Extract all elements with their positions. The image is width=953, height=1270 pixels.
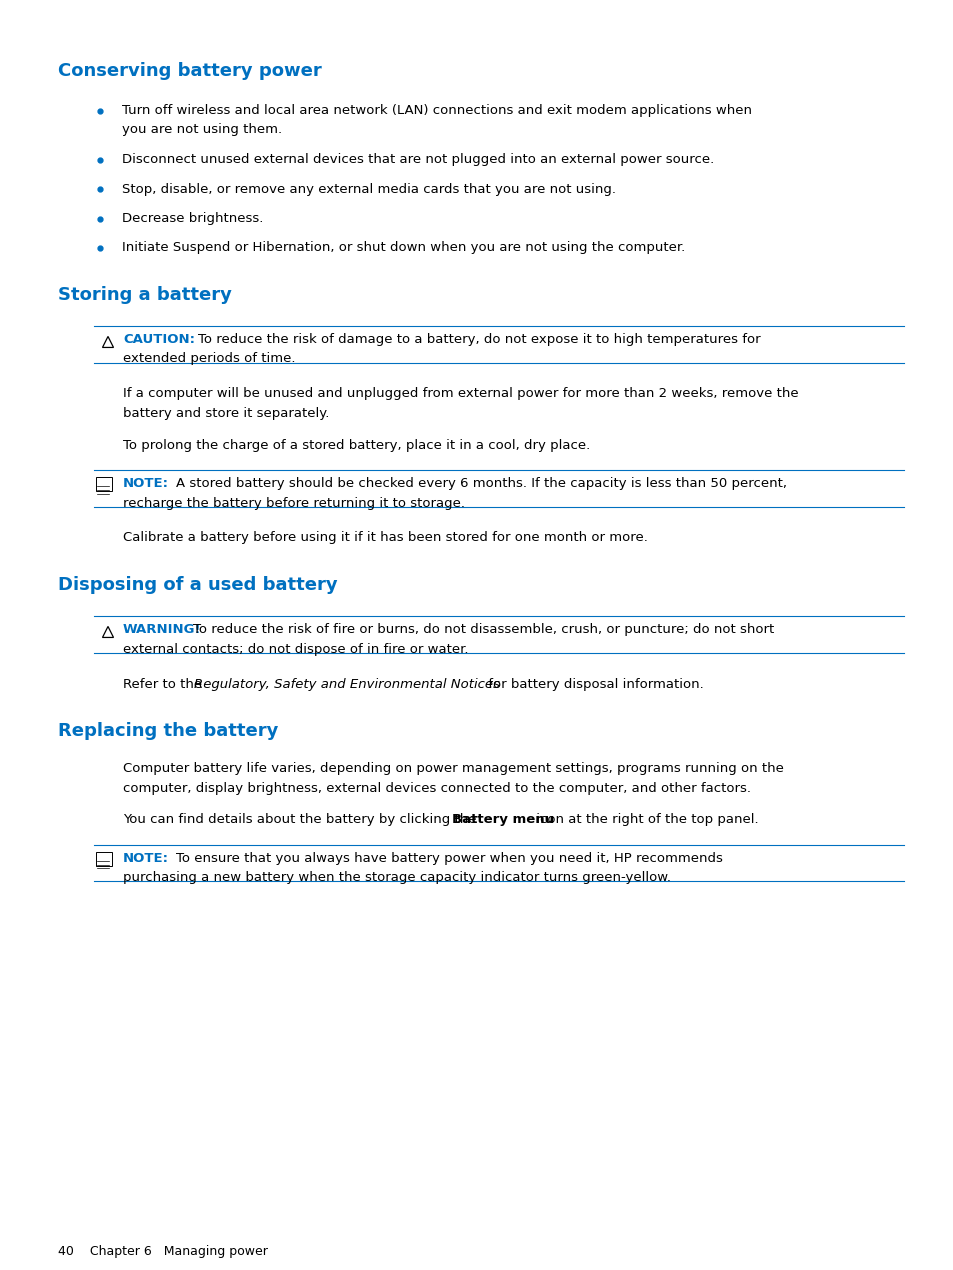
Text: To ensure that you always have battery power when you need it, HP recommends: To ensure that you always have battery p…	[175, 851, 722, 865]
Text: recharge the battery before returning it to storage.: recharge the battery before returning it…	[123, 497, 464, 509]
Text: To prolong the charge of a stored battery, place it in a cool, dry place.: To prolong the charge of a stored batter…	[123, 438, 590, 452]
Bar	[95, 478, 112, 491]
Text: extended periods of time.: extended periods of time.	[123, 353, 295, 366]
Text: NOTE:: NOTE:	[123, 851, 169, 865]
Text: Decrease brightness.: Decrease brightness.	[122, 212, 263, 225]
Text: Battery menu: Battery menu	[451, 813, 553, 826]
Text: you are not using them.: you are not using them.	[122, 123, 282, 136]
Text: NOTE:: NOTE:	[123, 478, 169, 490]
Bar	[95, 851, 112, 865]
Text: Disposing of a used battery: Disposing of a used battery	[58, 577, 337, 594]
Text: Calibrate a battery before using it if it has been stored for one month or more.: Calibrate a battery before using it if i…	[123, 532, 647, 545]
Text: Refer to the: Refer to the	[123, 677, 206, 691]
Text: computer, display brightness, external devices connected to the computer, and ot: computer, display brightness, external d…	[123, 781, 750, 795]
Text: external contacts; do not dispose of in fire or water.: external contacts; do not dispose of in …	[123, 643, 468, 655]
Text: Disconnect unused external devices that are not plugged into an external power s: Disconnect unused external devices that …	[122, 152, 714, 166]
Text: To reduce the risk of fire or burns, do not disassemble, crush, or puncture; do : To reduce the risk of fire or burns, do …	[193, 624, 774, 636]
Text: To reduce the risk of damage to a battery, do not expose it to high temperatures: To reduce the risk of damage to a batter…	[198, 333, 760, 345]
Text: icon at the right of the top panel.: icon at the right of the top panel.	[531, 813, 758, 826]
Text: If a computer will be unused and unplugged from external power for more than 2 w: If a computer will be unused and unplugg…	[123, 387, 798, 400]
Text: battery and store it separately.: battery and store it separately.	[123, 406, 329, 420]
Text: You can find details about the battery by clicking the: You can find details about the battery b…	[123, 813, 480, 826]
Text: CAUTION:: CAUTION:	[123, 333, 194, 345]
Text: Computer battery life varies, depending on power management settings, programs r: Computer battery life varies, depending …	[123, 762, 783, 775]
Text: Stop, disable, or remove any external media cards that you are not using.: Stop, disable, or remove any external me…	[122, 183, 616, 196]
Text: WARNING!: WARNING!	[123, 624, 201, 636]
Text: Storing a battery: Storing a battery	[58, 286, 232, 304]
Text: purchasing a new battery when the storage capacity indicator turns green-yellow.: purchasing a new battery when the storag…	[123, 871, 670, 884]
Text: 40    Chapter 6   Managing power: 40 Chapter 6 Managing power	[58, 1245, 268, 1259]
Text: Regulatory, Safety and Environmental Notices: Regulatory, Safety and Environmental Not…	[194, 677, 500, 691]
Text: Replacing the battery: Replacing the battery	[58, 723, 278, 740]
Text: Conserving battery power: Conserving battery power	[58, 62, 321, 80]
Text: A stored battery should be checked every 6 months. If the capacity is less than : A stored battery should be checked every…	[175, 478, 786, 490]
Text: Initiate Suspend or Hibernation, or shut down when you are not using the compute: Initiate Suspend or Hibernation, or shut…	[122, 241, 684, 254]
Text: for battery disposal information.: for battery disposal information.	[483, 677, 703, 691]
Text: Turn off wireless and local area network (LAN) connections and exit modem applic: Turn off wireless and local area network…	[122, 104, 751, 117]
